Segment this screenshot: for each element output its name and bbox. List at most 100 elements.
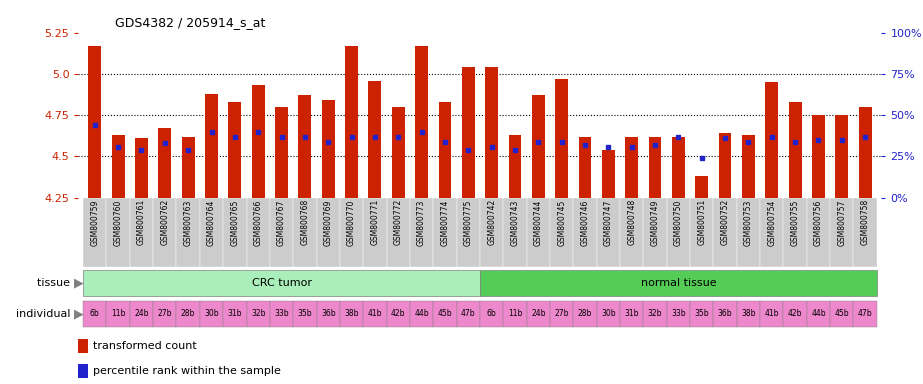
Bar <box>83 301 106 327</box>
Text: 6b: 6b <box>486 310 497 318</box>
Bar <box>760 301 784 327</box>
Text: GSM800759: GSM800759 <box>90 199 100 245</box>
Text: GDS4382 / 205914_s_at: GDS4382 / 205914_s_at <box>115 16 266 29</box>
Bar <box>556 79 568 198</box>
Bar <box>176 198 200 267</box>
Bar <box>364 301 387 327</box>
Bar <box>784 198 807 267</box>
Bar <box>205 94 218 198</box>
Bar <box>246 301 270 327</box>
Bar <box>228 102 241 198</box>
Bar <box>737 198 760 267</box>
Bar <box>765 82 778 198</box>
Bar <box>457 198 480 267</box>
Bar <box>480 198 503 267</box>
Bar <box>807 198 830 267</box>
Bar <box>835 115 848 198</box>
Text: GSM800752: GSM800752 <box>721 199 729 245</box>
Bar <box>176 301 200 327</box>
Bar <box>392 107 404 198</box>
Bar <box>340 301 364 327</box>
Bar <box>625 137 638 198</box>
Text: 32b: 32b <box>251 310 266 318</box>
Text: GSM800747: GSM800747 <box>604 199 613 245</box>
Bar <box>298 95 311 198</box>
Text: 30b: 30b <box>204 310 219 318</box>
Text: GSM800767: GSM800767 <box>277 199 286 245</box>
Text: 47b: 47b <box>461 310 475 318</box>
Text: 47b: 47b <box>857 310 872 318</box>
Text: GSM800751: GSM800751 <box>697 199 706 245</box>
Text: transformed count: transformed count <box>92 341 197 351</box>
Bar <box>854 301 877 327</box>
Text: 24b: 24b <box>531 310 545 318</box>
Bar <box>200 301 223 327</box>
Bar <box>89 46 102 198</box>
Text: 45b: 45b <box>438 310 452 318</box>
Bar <box>462 67 474 198</box>
Text: GSM800765: GSM800765 <box>231 199 239 245</box>
Bar <box>387 198 410 267</box>
Bar <box>620 301 643 327</box>
Text: 24b: 24b <box>134 310 149 318</box>
Bar <box>602 150 615 198</box>
Bar <box>485 67 498 198</box>
Bar <box>509 135 521 198</box>
Text: 33b: 33b <box>671 310 686 318</box>
Bar <box>433 301 457 327</box>
Bar <box>153 301 176 327</box>
Bar <box>737 301 760 327</box>
Bar <box>322 100 335 198</box>
Bar <box>760 198 784 267</box>
Text: GSM800755: GSM800755 <box>791 199 799 245</box>
Text: 41b: 41b <box>764 310 779 318</box>
Text: 36b: 36b <box>718 310 732 318</box>
Bar <box>223 301 246 327</box>
Text: GSM800748: GSM800748 <box>628 199 636 245</box>
Text: 42b: 42b <box>391 310 405 318</box>
Bar <box>532 95 545 198</box>
Text: GSM800750: GSM800750 <box>674 199 683 245</box>
Bar <box>690 198 713 267</box>
Bar <box>78 364 89 378</box>
Text: GSM800775: GSM800775 <box>463 199 473 245</box>
Bar <box>784 301 807 327</box>
Bar <box>130 198 153 267</box>
Bar <box>345 46 358 198</box>
Text: 27b: 27b <box>158 310 172 318</box>
Text: GSM800774: GSM800774 <box>440 199 450 245</box>
Text: GSM800757: GSM800757 <box>837 199 846 245</box>
Bar <box>223 198 246 267</box>
Bar <box>695 176 708 198</box>
Text: GSM800754: GSM800754 <box>767 199 776 245</box>
Bar <box>830 198 854 267</box>
Bar <box>854 198 877 267</box>
Bar <box>596 301 620 327</box>
Bar <box>550 301 573 327</box>
Text: GSM800743: GSM800743 <box>510 199 520 245</box>
Bar <box>340 198 364 267</box>
Bar <box>415 46 428 198</box>
Bar <box>200 198 223 267</box>
Bar <box>643 301 666 327</box>
Bar <box>858 107 871 198</box>
Text: 31b: 31b <box>228 310 242 318</box>
Text: GSM800773: GSM800773 <box>417 199 426 245</box>
Text: GSM800746: GSM800746 <box>581 199 590 245</box>
Bar <box>812 115 825 198</box>
Text: 30b: 30b <box>601 310 616 318</box>
Text: 44b: 44b <box>414 310 429 318</box>
Bar <box>807 301 830 327</box>
Bar <box>596 198 620 267</box>
Text: GSM800766: GSM800766 <box>254 199 263 245</box>
Text: GSM800762: GSM800762 <box>161 199 169 245</box>
Text: GSM800742: GSM800742 <box>487 199 497 245</box>
Bar <box>159 128 172 198</box>
Bar <box>294 301 317 327</box>
Text: GSM800745: GSM800745 <box>557 199 566 245</box>
Bar <box>719 133 732 198</box>
Bar <box>106 198 130 267</box>
Text: percentile rank within the sample: percentile rank within the sample <box>92 366 281 376</box>
Bar <box>438 102 451 198</box>
Text: 45b: 45b <box>834 310 849 318</box>
